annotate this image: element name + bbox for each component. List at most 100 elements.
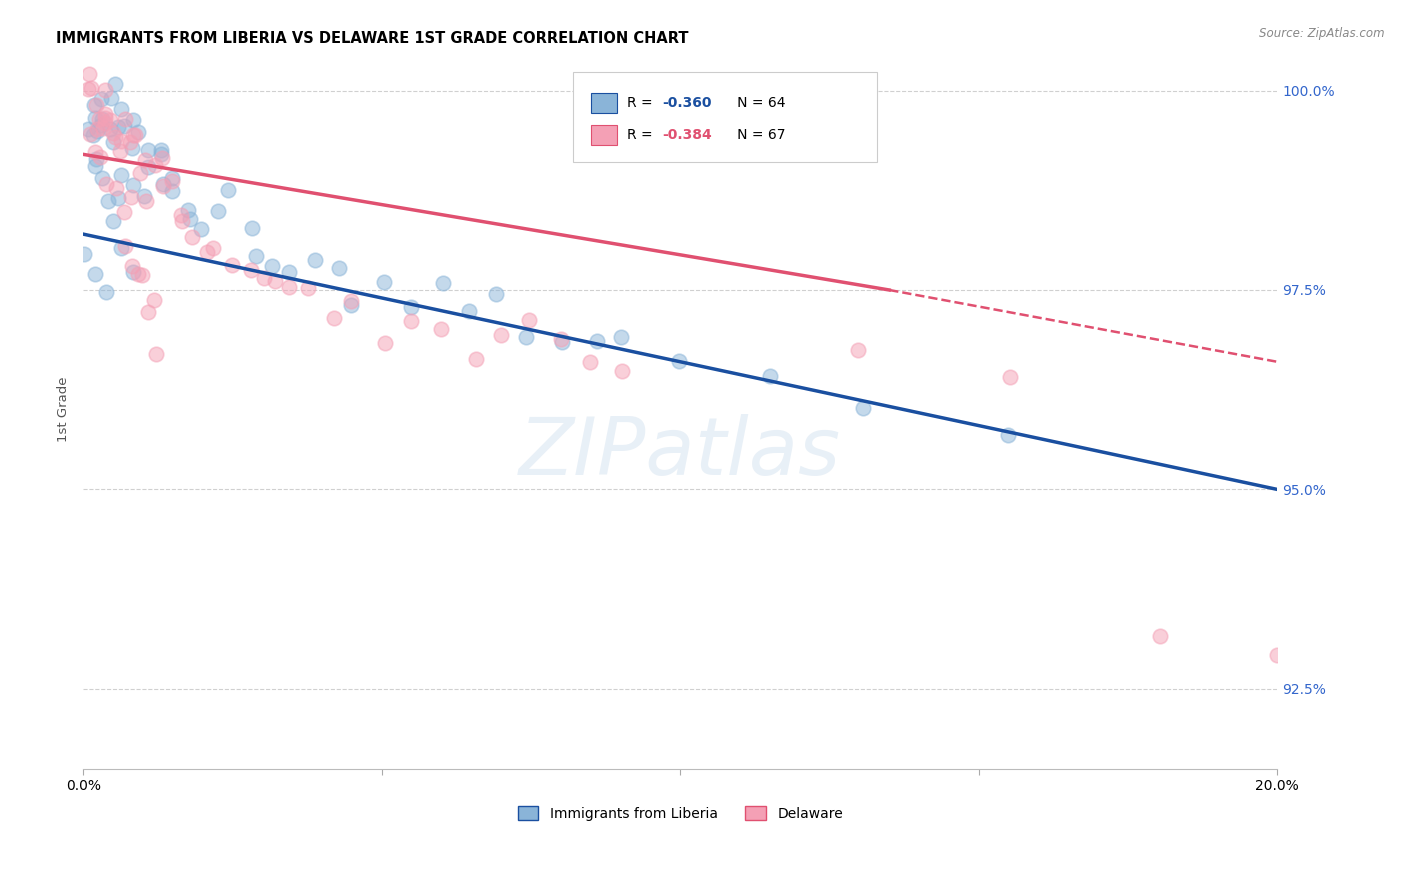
Point — [515, 330, 537, 344]
Point — [84, 153, 107, 167]
Point — [150, 152, 173, 166]
Point — [997, 427, 1019, 442]
Point — [120, 190, 142, 204]
Point — [323, 310, 346, 325]
Point — [429, 321, 451, 335]
FancyBboxPatch shape — [572, 72, 877, 162]
Point — [517, 313, 540, 327]
Point — [136, 160, 159, 174]
Point — [124, 128, 146, 142]
Point — [84, 267, 107, 281]
Point — [136, 305, 159, 319]
Point — [145, 347, 167, 361]
Point — [86, 124, 108, 138]
Point — [110, 135, 132, 149]
Bar — [591, 125, 617, 145]
Point — [551, 335, 574, 350]
Point — [170, 208, 193, 222]
Point — [127, 125, 149, 139]
Point — [177, 203, 200, 218]
Point — [217, 183, 239, 197]
Point — [84, 111, 107, 125]
Point — [82, 128, 104, 143]
Point — [121, 178, 143, 192]
Point — [245, 249, 267, 263]
Point — [373, 275, 395, 289]
Point — [107, 120, 129, 134]
Point — [142, 293, 165, 307]
Point — [550, 332, 572, 346]
Point — [100, 91, 122, 105]
Point — [101, 213, 124, 227]
Point — [114, 119, 136, 133]
Point — [202, 241, 225, 255]
Point — [262, 259, 284, 273]
Point — [87, 112, 110, 126]
Point — [108, 144, 131, 158]
Point — [668, 353, 690, 368]
Text: N = 67: N = 67 — [724, 128, 786, 142]
Point — [221, 258, 243, 272]
Point — [121, 264, 143, 278]
Point — [149, 147, 172, 161]
Point — [110, 168, 132, 182]
Point — [1149, 629, 1171, 643]
Point — [89, 150, 111, 164]
Point — [612, 363, 634, 377]
Point — [101, 135, 124, 149]
Point — [76, 81, 98, 95]
Point — [110, 102, 132, 116]
Point — [129, 166, 152, 180]
Point — [181, 229, 204, 244]
Text: R =: R = — [627, 128, 657, 142]
Point — [399, 300, 422, 314]
Point — [190, 222, 212, 236]
Point — [79, 127, 101, 141]
Point — [432, 276, 454, 290]
Point — [998, 369, 1021, 384]
Point — [98, 121, 121, 136]
Point — [152, 179, 174, 194]
Point — [328, 260, 350, 275]
Point — [172, 213, 194, 227]
Text: Source: ZipAtlas.com: Source: ZipAtlas.com — [1260, 27, 1385, 40]
Point — [94, 177, 117, 191]
Point — [240, 221, 263, 235]
Point — [96, 285, 118, 300]
Point — [758, 368, 780, 383]
Point — [277, 279, 299, 293]
Point — [160, 170, 183, 185]
Point — [179, 212, 201, 227]
Point — [374, 335, 396, 350]
Point — [485, 287, 508, 301]
Point — [77, 121, 100, 136]
Point — [579, 354, 602, 368]
Point — [121, 128, 143, 142]
Point — [458, 304, 481, 318]
Point — [112, 204, 135, 219]
Point — [93, 83, 115, 97]
Point — [83, 145, 105, 159]
Point — [610, 330, 633, 344]
Point — [131, 268, 153, 283]
Point — [121, 113, 143, 128]
Point — [304, 253, 326, 268]
Point — [104, 77, 127, 91]
Text: ZIPatlas: ZIPatlas — [519, 414, 841, 491]
Point — [101, 127, 124, 141]
Point — [143, 158, 166, 172]
Point — [86, 98, 108, 112]
Point — [114, 112, 136, 126]
Point — [1265, 648, 1288, 662]
Point — [77, 67, 100, 81]
Point — [86, 122, 108, 136]
Point — [105, 181, 128, 195]
Point — [340, 298, 363, 312]
Point — [489, 328, 512, 343]
Point — [107, 191, 129, 205]
Point — [264, 274, 287, 288]
Point — [90, 119, 112, 133]
Point — [121, 141, 143, 155]
Y-axis label: 1st Grade: 1st Grade — [58, 377, 70, 442]
Point — [297, 281, 319, 295]
